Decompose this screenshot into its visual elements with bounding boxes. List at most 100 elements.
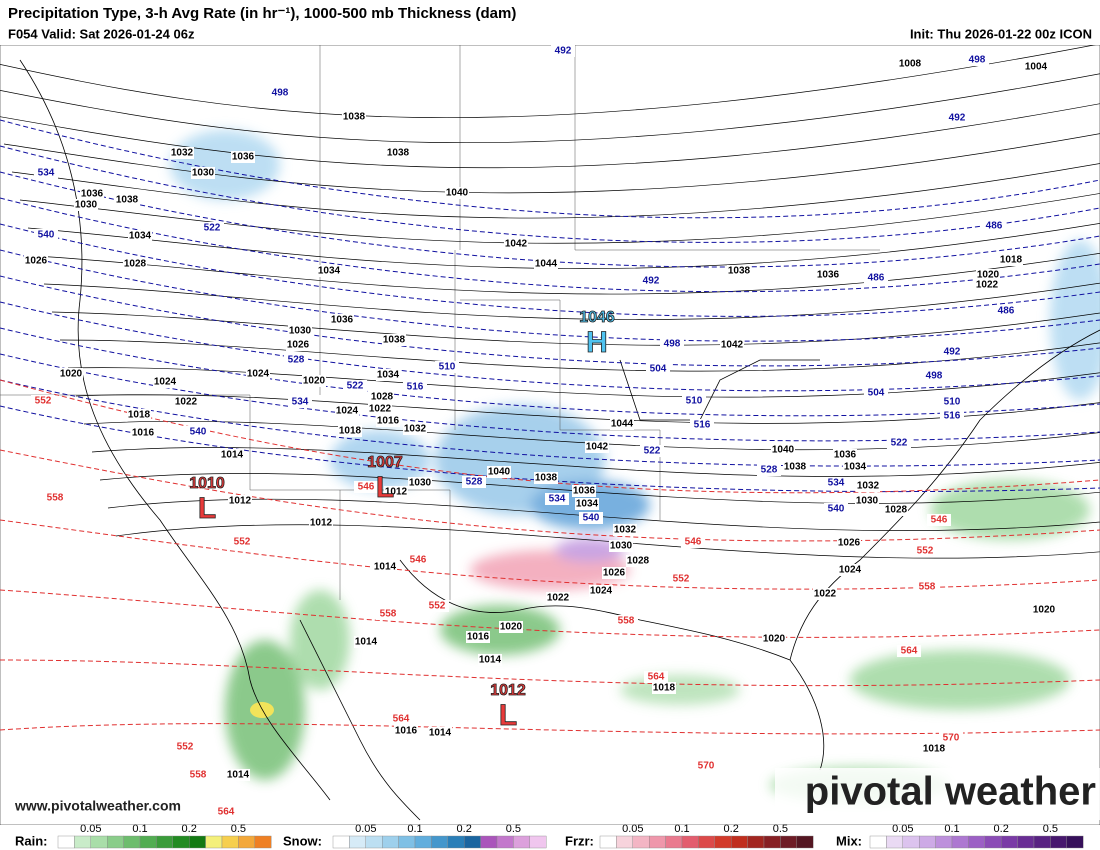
legend-swatch — [968, 835, 986, 849]
thickness-label-bg — [31, 395, 55, 407]
legend-swatch — [951, 835, 969, 849]
isobar-label-bg — [1024, 61, 1048, 73]
isobar-label-bg — [123, 258, 147, 270]
legend-name: Rain: — [15, 833, 48, 848]
isobar-label-bg — [884, 504, 908, 516]
isobar-label: 1030 — [610, 541, 633, 552]
isobar-line — [0, 73, 1100, 144]
isobar-label: 1022 — [175, 397, 198, 408]
isobar-label-bg — [228, 495, 252, 507]
isobar-label: 1014 — [374, 562, 397, 573]
legend-swatch — [496, 835, 514, 849]
center-value: 1010 — [189, 475, 225, 492]
logo: pivotal weather — [805, 770, 1096, 814]
thickness-label: 570 — [698, 761, 715, 772]
thickness-label: 492 — [944, 347, 961, 358]
isobar-label-bg — [813, 588, 837, 600]
legend-swatch — [599, 835, 617, 849]
isobar-label: 1022 — [369, 404, 392, 415]
legend-tick: 0.1 — [944, 823, 959, 835]
legend-swatch — [665, 835, 683, 849]
legend-swatch — [632, 835, 650, 849]
isobar-label-bg — [384, 486, 408, 498]
thickness-label: 522 — [891, 438, 908, 449]
isobar-label-bg — [131, 427, 155, 439]
thickness-label: 522 — [644, 446, 661, 457]
isobar-label-bg — [816, 269, 840, 281]
isobar-label: 1004 — [1025, 62, 1048, 73]
thickness-label-bg — [940, 410, 964, 422]
thickness-label: 510 — [439, 362, 456, 373]
legend-tick: 0.2 — [994, 823, 1009, 835]
legend-swatch — [698, 835, 716, 849]
thickness-label: 534 — [38, 168, 55, 179]
center-letter: H — [586, 326, 608, 359]
legend-swatch — [763, 835, 781, 849]
thickness-label-bg — [462, 476, 486, 488]
thickness-label: 522 — [204, 223, 221, 234]
thickness-line — [0, 145, 1100, 243]
thickness-label: 558 — [47, 493, 64, 504]
legend-swatch — [398, 835, 416, 849]
isobar-label-bg — [771, 444, 795, 456]
thickness-label-bg — [940, 396, 964, 408]
thickness-line — [0, 197, 1100, 293]
thickness-label: 516 — [944, 411, 961, 422]
isobar-label-bg — [626, 555, 650, 567]
legend-swatch — [1066, 835, 1084, 849]
legend-tick: 0.1 — [132, 823, 147, 835]
isobar-label-bg — [610, 418, 634, 430]
legend-swatch — [123, 835, 141, 849]
thickness-label: 498 — [664, 339, 681, 350]
isobar-label-bg — [478, 654, 502, 666]
isobar-label: 1026 — [838, 538, 861, 549]
legend-swatch — [714, 835, 732, 849]
legend-tick: 0.5 — [506, 823, 521, 835]
thickness-label: 498 — [926, 371, 943, 382]
thickness-label-bg — [403, 381, 427, 393]
warm-thickness-line — [0, 449, 1100, 542]
thickness-line — [0, 223, 1100, 317]
isobar-label: 1038 — [116, 195, 139, 206]
isobar-line — [51, 311, 1100, 346]
isobar-label: 1012 — [310, 518, 333, 529]
thickness-label-bg — [288, 396, 312, 408]
isobar-label-bg — [317, 265, 341, 277]
isobar-label-bg — [153, 376, 177, 388]
map-layers: 1008 1004 1038 1032 1036 1038 1030 1040 1036 1038… — [0, 43, 1100, 818]
thickness-label-bg — [864, 272, 888, 284]
legend-swatch — [1033, 835, 1051, 849]
thickness-label-bg — [694, 760, 718, 772]
legend-tick: 0.05 — [355, 823, 376, 835]
legend-swatch — [984, 835, 1002, 849]
isobar-label-bg — [286, 339, 310, 351]
legend-swatch — [616, 835, 634, 849]
isobar-label-bg — [575, 498, 599, 510]
thickness-label-bg — [186, 426, 210, 438]
center-value: 1007 — [367, 454, 403, 471]
isobar-label-bg — [976, 269, 1000, 281]
thickness-label: 540 — [38, 230, 55, 241]
legend-swatch — [74, 835, 92, 849]
legend-tick: 0.5 — [1043, 823, 1058, 835]
isobar-label: 1028 — [124, 259, 147, 270]
isobar-line — [19, 193, 1100, 244]
thickness-label: 540 — [583, 513, 600, 524]
legend-swatch — [513, 835, 531, 849]
isobar-label: 1016 — [467, 632, 490, 643]
legend-swatch — [106, 835, 124, 849]
isobar-label-bg — [466, 631, 490, 643]
thickness-label-bg — [922, 370, 946, 382]
thickness-label: 546 — [931, 515, 948, 526]
isobar-line — [67, 367, 1100, 398]
thickness-label-bg — [757, 464, 781, 476]
thickness-label: 492 — [555, 46, 572, 57]
isobar-label-bg — [288, 325, 312, 337]
legend-swatch — [1017, 835, 1035, 849]
thickness-label-bg — [824, 503, 848, 515]
legend-tick: 0.2 — [724, 823, 739, 835]
center-value: 1046 — [579, 309, 615, 326]
thickness-label: 534 — [292, 397, 309, 408]
isobar-label-bg — [572, 485, 596, 497]
isobar-label-bg — [309, 517, 333, 529]
